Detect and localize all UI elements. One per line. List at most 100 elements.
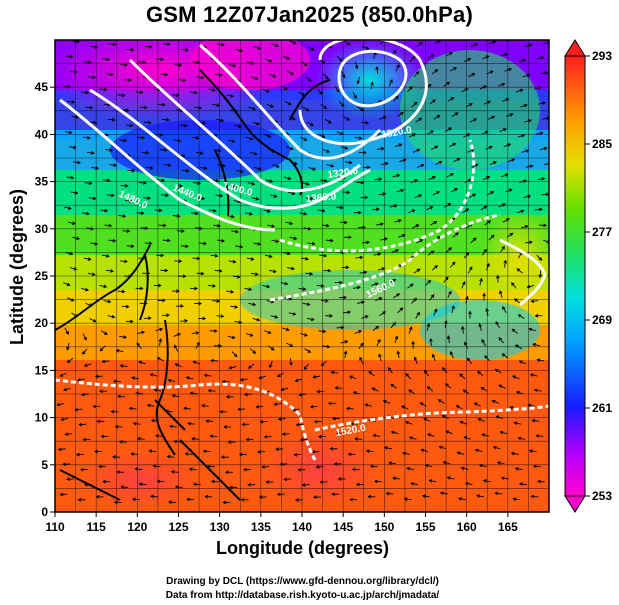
streamline-segment — [398, 234, 406, 238]
streamline-arrowhead — [317, 434, 322, 439]
streamline-segment — [176, 230, 184, 232]
streamline-arrowhead — [310, 47, 315, 51]
streamline-arrowhead — [377, 252, 382, 256]
streamline-arrowhead — [230, 289, 235, 294]
streamline-segment — [57, 403, 65, 406]
streamline-segment — [72, 40, 80, 43]
streamline-arrowhead — [219, 409, 223, 414]
streamline-arrowhead — [130, 452, 135, 456]
colorbar: 293 285 277 269 261 253 — [564, 39, 612, 513]
streamline-segment — [498, 337, 505, 344]
streamline-arrowhead — [292, 312, 297, 316]
streamline-arrowhead — [327, 401, 332, 406]
streamline-segment — [252, 318, 260, 321]
streamline-segment — [434, 40, 441, 45]
streamline-segment — [395, 64, 400, 72]
streamline-segment — [318, 133, 325, 138]
streamline-arrowhead — [96, 419, 101, 424]
streamline-arrowhead — [493, 161, 497, 165]
streamline-segment — [192, 257, 200, 260]
streamline-arrowhead — [232, 63, 237, 68]
streamline-arrowhead — [434, 69, 439, 73]
streamline-arrowhead — [188, 467, 193, 471]
streamline-segment — [514, 422, 522, 425]
streamline-arrowhead — [481, 433, 486, 437]
streamline-arrowhead — [164, 268, 169, 273]
streamline-arrowhead — [426, 323, 431, 327]
streamline-arrowhead — [165, 193, 170, 198]
streamline-segment — [226, 215, 235, 218]
streamline-segment — [445, 383, 452, 389]
streamline-arrowhead — [166, 454, 171, 459]
streamline-arrowhead — [110, 72, 114, 77]
streamline-segment — [150, 495, 158, 498]
streamline-segment — [440, 492, 448, 495]
streamline-arrowhead — [103, 284, 108, 289]
contour-label: 1520.0 — [335, 423, 367, 439]
streamline-arrowhead — [321, 134, 326, 139]
streamline-segment — [515, 89, 523, 93]
streamline-segment — [407, 86, 413, 93]
streamline-arrowhead — [290, 71, 295, 75]
streamline-arrowhead — [474, 448, 479, 453]
streamline-arrowhead — [289, 146, 294, 151]
streamline-arrowhead — [416, 268, 421, 273]
streamline-segment — [512, 375, 520, 380]
streamline-arrowhead — [100, 434, 105, 439]
streamline-arrowhead — [125, 108, 130, 113]
streamline-segment — [296, 423, 304, 426]
streamline-arrowhead — [494, 491, 499, 496]
streamline-arrowhead — [530, 299, 535, 303]
streamline-arrowhead — [91, 272, 96, 276]
streamline-arrowhead — [341, 250, 346, 255]
streamline-arrowhead — [415, 70, 420, 75]
streamline-segment — [433, 309, 437, 316]
streamline-arrowhead — [439, 491, 444, 496]
streamline-segment — [132, 377, 140, 380]
streamline-segment — [323, 269, 331, 272]
streamline-arrowhead — [85, 90, 90, 95]
streamline-segment — [301, 182, 309, 185]
streamline-arrowhead — [166, 313, 170, 318]
streamline-arrowhead — [61, 462, 66, 467]
streamline-arrowhead — [523, 103, 528, 108]
streamline-arrowhead — [400, 111, 405, 116]
streamline-arrowhead — [499, 430, 504, 435]
streamline-arrowhead — [452, 142, 457, 147]
streamline-arrowhead — [305, 257, 310, 261]
streamline-arrowhead — [340, 325, 345, 330]
streamline-segment — [175, 363, 182, 368]
streamline-segment — [306, 318, 314, 321]
streamline-arrowhead — [390, 383, 395, 388]
streamline-segment — [413, 71, 420, 78]
streamline-segment — [175, 184, 183, 187]
streamline-segment — [108, 43, 116, 45]
streamline-arrowhead — [534, 313, 539, 318]
streamline-arrowhead — [312, 167, 317, 171]
streamline-arrowhead — [168, 500, 172, 504]
streamline-arrowhead — [522, 58, 527, 63]
streamline-arrowhead — [69, 251, 74, 256]
streamline-segment — [268, 269, 277, 273]
streamline-arrowhead — [304, 62, 308, 66]
streamline-arrowhead — [374, 282, 379, 286]
x-tick-label: 135 — [251, 520, 271, 534]
streamline-segment — [342, 191, 350, 194]
streamline-segment — [384, 447, 392, 450]
streamline-arrowhead — [128, 406, 133, 411]
streamline-arrowhead — [468, 103, 473, 107]
streamline-arrowhead — [198, 105, 202, 110]
streamline-arrowhead — [330, 370, 335, 375]
streamline-arrowhead — [390, 430, 395, 435]
streamline-segment — [341, 70, 345, 78]
streamline-arrowhead — [236, 274, 241, 279]
streamline-arrowhead — [138, 360, 142, 365]
streamline-segment — [138, 361, 146, 365]
contour-label: 1320.0 — [327, 166, 359, 181]
streamline-arrowhead — [271, 224, 276, 228]
streamline-segment — [210, 254, 218, 257]
streamline-arrowhead — [525, 149, 530, 153]
streamline-arrowhead — [203, 241, 207, 246]
streamline-segment — [479, 278, 483, 286]
streamline-segment — [302, 106, 309, 112]
